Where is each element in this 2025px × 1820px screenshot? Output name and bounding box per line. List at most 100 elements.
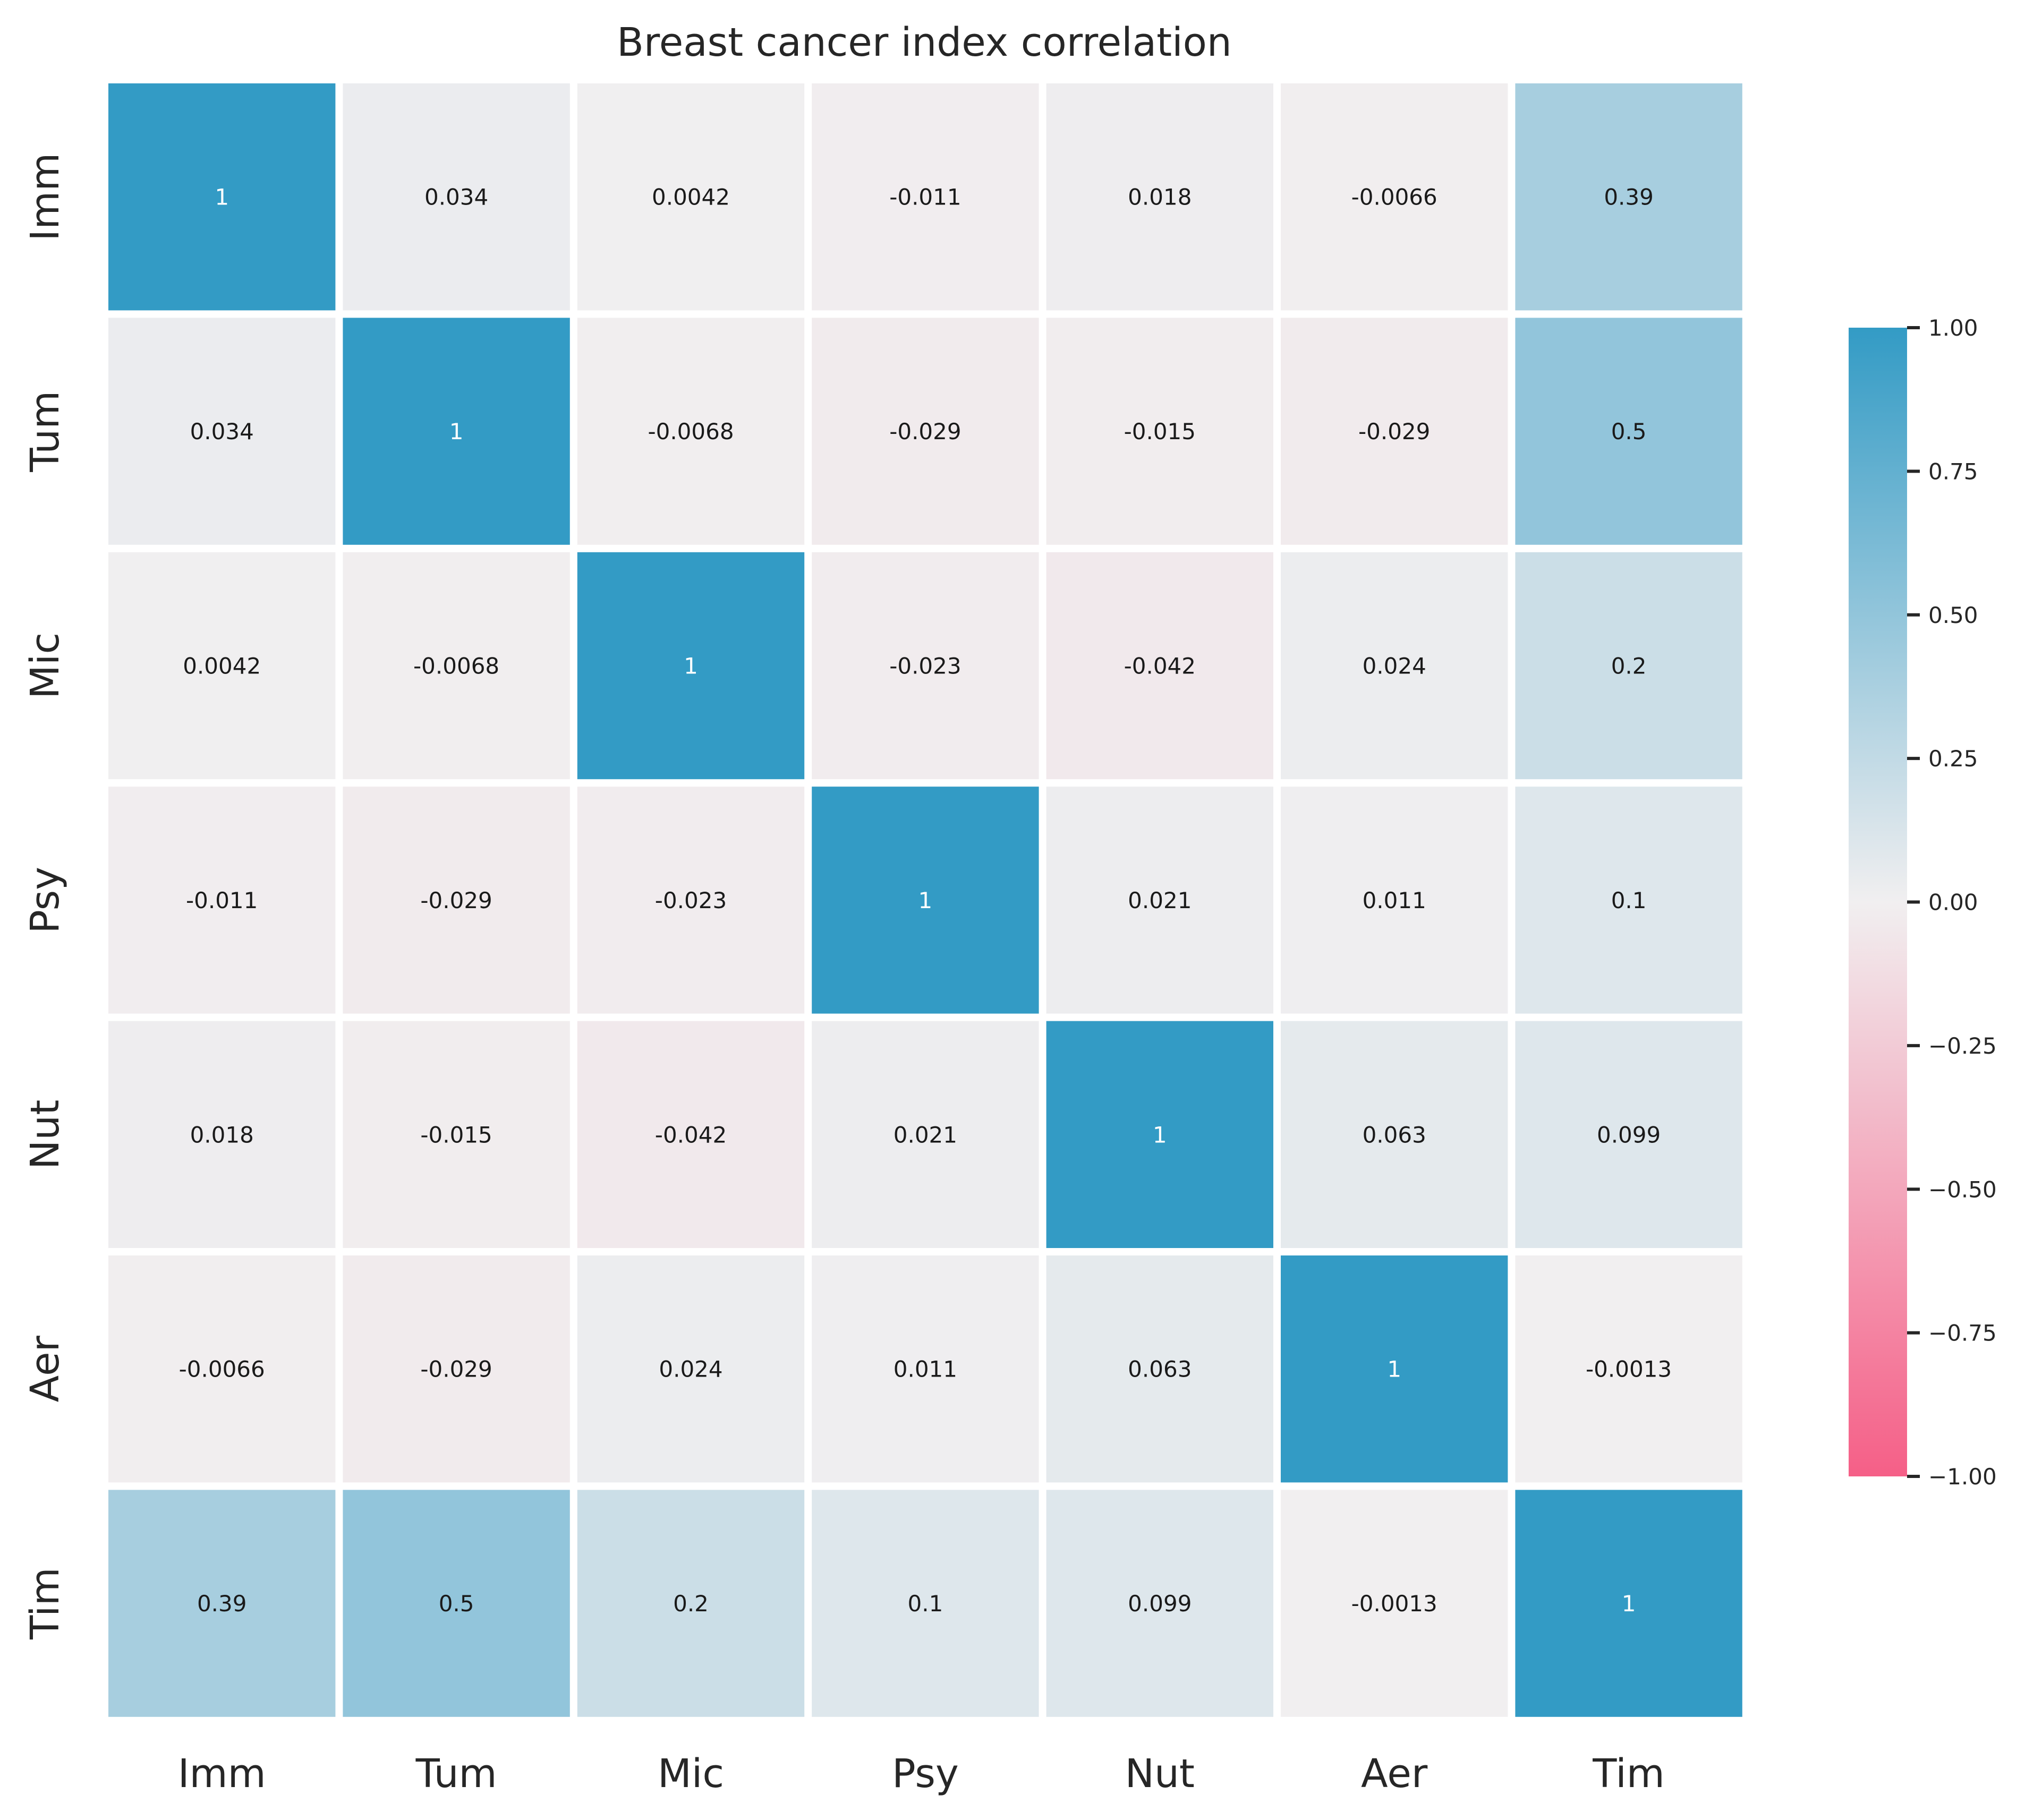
heatmap-cell-label: 1 — [215, 184, 229, 210]
heatmap-cell — [343, 83, 570, 311]
heatmap-cell-label: 1 — [1387, 1356, 1401, 1382]
heatmap-cell-label: 0.39 — [197, 1591, 247, 1617]
heatmap-cell-label: -0.015 — [1124, 418, 1196, 445]
heatmap-cell — [812, 1255, 1039, 1483]
heatmap-cell-label: 0.099 — [1597, 1122, 1661, 1148]
colorbar-tick-label: −0.50 — [1928, 1176, 1997, 1202]
heatmap-cell-label: 0.1 — [1611, 887, 1647, 913]
heatmap-cell-label: 0.024 — [1363, 653, 1426, 679]
x-axis-tick-label: Mic — [658, 1751, 724, 1797]
heatmap-cell — [108, 1255, 336, 1483]
heatmap-cell — [812, 318, 1039, 545]
heatmap-cell-label: 0.5 — [1611, 418, 1647, 445]
heatmap-cell-label: 1 — [1153, 1122, 1167, 1148]
heatmap-cell-label: 0.018 — [1128, 184, 1192, 210]
heatmap-cell-label: 0.034 — [424, 184, 488, 210]
heatmap-cell — [577, 83, 805, 311]
y-axis-tick-label: Tum — [22, 391, 68, 473]
heatmap-cell — [577, 1255, 805, 1483]
heatmap-cell — [1046, 83, 1273, 311]
heatmap-cell-label: -0.0066 — [1351, 184, 1437, 210]
heatmap-cell — [343, 787, 570, 1014]
heatmap-cell-label: 0.034 — [190, 418, 254, 445]
heatmap-cell — [108, 552, 336, 780]
heatmap-cell-label: -0.029 — [1358, 418, 1430, 445]
heatmap-cell — [108, 1490, 336, 1717]
x-axis-tick-label: Imm — [178, 1751, 266, 1797]
y-axis-tick-label: Mic — [22, 633, 68, 699]
colorbar-tick-label: −0.75 — [1928, 1320, 1997, 1346]
heatmap-cell-label: 0.0042 — [183, 653, 261, 679]
heatmap-cell-label: 1 — [918, 887, 933, 913]
heatmap-cell — [1046, 318, 1273, 545]
heatmap-cell — [577, 787, 805, 1014]
heatmap-cell — [343, 1255, 570, 1483]
heatmap-cell-label: -0.029 — [889, 418, 961, 445]
heatmap-cell — [1515, 318, 1742, 545]
heatmap-cell-labels: 1 0.034 0.0042 -0.011 0.018 -0.0066 0.39 0.034 1… — [179, 184, 1672, 1617]
heatmap-cell-label: -0.011 — [889, 184, 961, 210]
heatmap-cell-label: -0.0068 — [413, 653, 499, 679]
y-axis-tick-label: Nut — [22, 1100, 68, 1169]
heatmap-cell-label: -0.042 — [1124, 653, 1196, 679]
heatmap-cell-label: 0.018 — [190, 1122, 254, 1148]
colorbar-tick-label: 0.75 — [1928, 458, 1978, 484]
heatmap-cell-label: 0.011 — [1363, 887, 1426, 913]
heatmap-cells — [108, 83, 1742, 1717]
y-axis-tick-label: Imm — [22, 153, 68, 241]
heatmap-cell — [108, 83, 336, 311]
heatmap-cell-label: -0.023 — [889, 653, 961, 679]
heatmap-cell — [1046, 552, 1273, 780]
heatmap-cell — [1281, 318, 1508, 545]
heatmap-cell — [108, 318, 336, 545]
heatmap-cell — [1281, 1021, 1508, 1248]
y-axis-tick-label: Tim — [22, 1567, 68, 1640]
heatmap-cell — [577, 318, 805, 545]
heatmap-cell-label: 0.5 — [439, 1591, 474, 1617]
heatmap-cell — [1046, 787, 1273, 1014]
heatmap-cell — [577, 1021, 805, 1248]
heatmap-cell-label: -0.0066 — [179, 1356, 265, 1382]
y-axis-labels: Imm Tum Mic Psy Nut Aer Tim — [22, 153, 68, 1640]
heatmap-cell — [812, 787, 1039, 1014]
colorbar-tick-label: 1.00 — [1928, 315, 1978, 341]
heatmap-cell-label: -0.0068 — [648, 418, 734, 445]
heatmap-cell — [108, 1021, 336, 1248]
colorbar-gradient — [1849, 328, 1907, 1476]
heatmap-cell-label: 0.024 — [659, 1356, 722, 1382]
heatmap-cell — [1515, 83, 1742, 311]
x-axis-tick-label: Tum — [415, 1751, 497, 1797]
heatmap-cell — [1281, 83, 1508, 311]
heatmap-cell-label: 0.099 — [1128, 1591, 1192, 1617]
heatmap-cell-label: -0.029 — [420, 1356, 492, 1382]
heatmap-cell-label: 0.021 — [894, 1122, 957, 1148]
heatmap-cell-label: 0.2 — [673, 1591, 709, 1617]
heatmap-cell — [1515, 787, 1742, 1014]
colorbar: 1.00 0.75 0.50 0.25 0.00 −0.25 −0.50 −0.75 −1.00 — [1849, 315, 1997, 1490]
heatmap-cell-label: 0.063 — [1363, 1122, 1426, 1148]
heatmap-cell — [1281, 552, 1508, 780]
heatmap-cell — [343, 1021, 570, 1248]
heatmap-cell-label: 1 — [684, 653, 698, 679]
chart-title: Breast cancer index correlation — [617, 20, 1232, 65]
heatmap-cell — [343, 1490, 570, 1717]
heatmap-cell — [1515, 1021, 1742, 1248]
heatmap-cell — [343, 552, 570, 780]
y-axis-tick-label: Psy — [22, 867, 68, 934]
x-axis-tick-label: Tim — [1592, 1751, 1665, 1797]
colorbar-tick-label: 0.50 — [1928, 602, 1978, 628]
heatmap-cell-label: 0.021 — [1128, 887, 1192, 913]
heatmap-cell — [1281, 787, 1508, 1014]
colorbar-tick-label: −0.25 — [1928, 1033, 1997, 1059]
heatmap-cell-label: 0.063 — [1128, 1356, 1192, 1382]
heatmap-cell-label: -0.011 — [186, 887, 258, 913]
x-axis-tick-label: Aer — [1361, 1751, 1428, 1797]
heatmap-cell — [1281, 1490, 1508, 1717]
heatmap-cell — [1515, 1255, 1742, 1483]
heatmap-cell — [108, 787, 336, 1014]
y-axis-tick-label: Aer — [22, 1335, 68, 1402]
heatmap-cell — [1281, 1255, 1508, 1483]
heatmap-cell — [1515, 552, 1742, 780]
